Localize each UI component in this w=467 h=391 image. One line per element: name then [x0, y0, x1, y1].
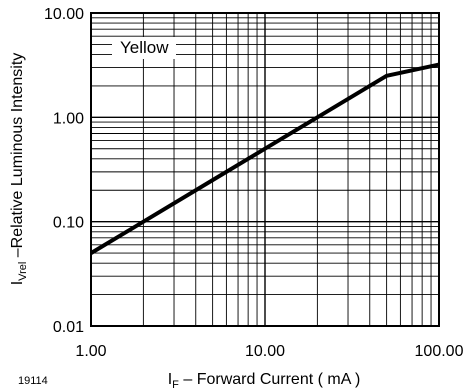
y-tick-label: 0.01	[53, 319, 84, 336]
x-tick-label: 1.00	[75, 343, 106, 360]
y-axis-label-rest: –Relative Luminous Intensity	[9, 53, 26, 262]
legend-box	[112, 37, 176, 59]
y-axis-label-subscript: Vrel	[17, 262, 29, 281]
x-tick-label: 10.00	[245, 343, 285, 360]
x-axis-label-rest: – Forward Current ( mA )	[179, 371, 360, 388]
figure-id: 19114	[18, 375, 48, 387]
plot-frame	[90, 12, 440, 327]
x-axis-label: IF – Forward Current ( mA )	[168, 371, 361, 391]
y-tick-label: 10.00	[44, 6, 84, 23]
y-axis-label: IVrel –Relative Luminous Intensity	[9, 53, 29, 286]
legend: Yellow	[112, 37, 176, 59]
x-axis-label-main: I	[168, 371, 172, 388]
grid	[91, 13, 439, 326]
y-tick-label: 0.10	[53, 215, 84, 232]
y-tick-labels: 0.01 0.10 1.00 10.00	[44, 6, 84, 336]
y-axis-label-main: I	[9, 281, 26, 285]
curve-layer	[89, 62, 440, 255]
legend-label: Yellow	[120, 38, 169, 57]
y-tick-label: 1.00	[53, 110, 84, 127]
x-tick-label: 100.00	[415, 343, 464, 360]
x-axis-label-subscript: F	[172, 379, 179, 391]
series-line-yellow	[89, 62, 440, 255]
x-tick-labels: 1.00 10.00 100.00	[75, 343, 463, 360]
